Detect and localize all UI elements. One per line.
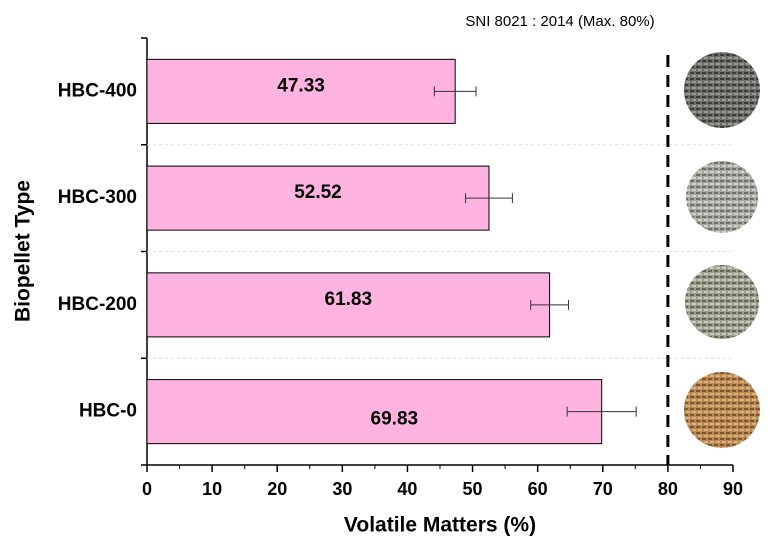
annotation: SNI 8021 : 2014 (Max. 80%) (465, 13, 654, 30)
x-tick-label: 60 (528, 479, 548, 499)
x-axis-title: Volatile Matters (%) (344, 514, 536, 537)
value-label: 69.83 (371, 409, 419, 430)
bar (146, 379, 603, 445)
y-axis-title: Biopellet Type (12, 180, 35, 322)
value-label: 61.83 (325, 289, 373, 310)
pellet-image (685, 265, 759, 339)
x-tick-label: 90 (723, 479, 743, 499)
value-label: 47.33 (277, 75, 325, 96)
x-tick-label: 80 (658, 479, 678, 499)
pellet-image (686, 161, 758, 233)
bar (146, 58, 456, 124)
y-tick-label: HBC-0 (79, 401, 137, 422)
x-tick-label: 0 (142, 479, 152, 499)
x-tick-label: 30 (332, 479, 352, 499)
y-tick-label: HBC-300 (58, 187, 137, 208)
bar (146, 165, 490, 231)
x-tick-label: 50 (463, 479, 483, 499)
y-tick-label: HBC-200 (58, 294, 137, 315)
x-tick-label: 70 (593, 479, 613, 499)
pellet-image (684, 52, 760, 128)
value-label: 52.52 (294, 182, 342, 203)
y-tick-label: HBC-400 (58, 80, 137, 101)
pellet-image (684, 372, 760, 448)
bar (146, 272, 551, 338)
x-tick-label: 20 (267, 479, 287, 499)
x-tick-label: 10 (202, 479, 222, 499)
x-tick-label: 40 (397, 479, 417, 499)
